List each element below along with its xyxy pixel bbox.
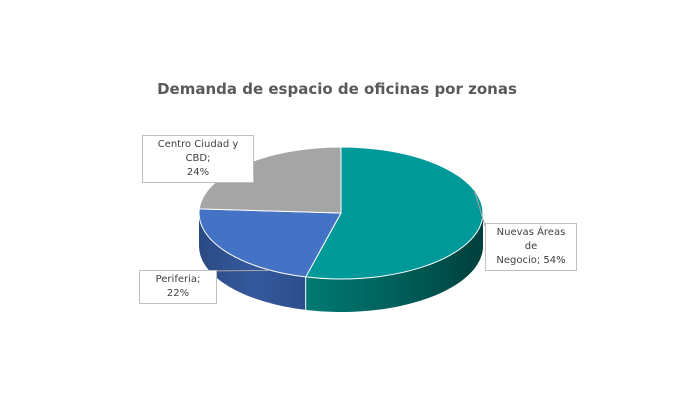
data-label-centro-ciudad: Centro Ciudad y CBD; 24% bbox=[142, 135, 254, 183]
pie-slice-side bbox=[305, 213, 484, 313]
data-label-line: 24% bbox=[186, 167, 210, 178]
pie-slice bbox=[305, 146, 484, 280]
data-label-line: Nuevas Áreas de bbox=[496, 227, 566, 252]
pie-slice-side bbox=[199, 213, 306, 310]
data-label-leader-line bbox=[473, 190, 487, 230]
data-label-line: Periferia; 22% bbox=[155, 274, 201, 299]
data-label-periferia: Periferia; 22% bbox=[139, 270, 217, 304]
data-label-line: Negocio; 54% bbox=[496, 255, 566, 266]
chart-title: Demanda de espacio de oficinas por zonas bbox=[157, 80, 517, 98]
data-label-line: Centro Ciudad y CBD; bbox=[157, 139, 239, 164]
pie-slice bbox=[198, 208, 342, 278]
data-label-nuevas-areas: Nuevas Áreas de Negocio; 54% bbox=[485, 223, 577, 271]
